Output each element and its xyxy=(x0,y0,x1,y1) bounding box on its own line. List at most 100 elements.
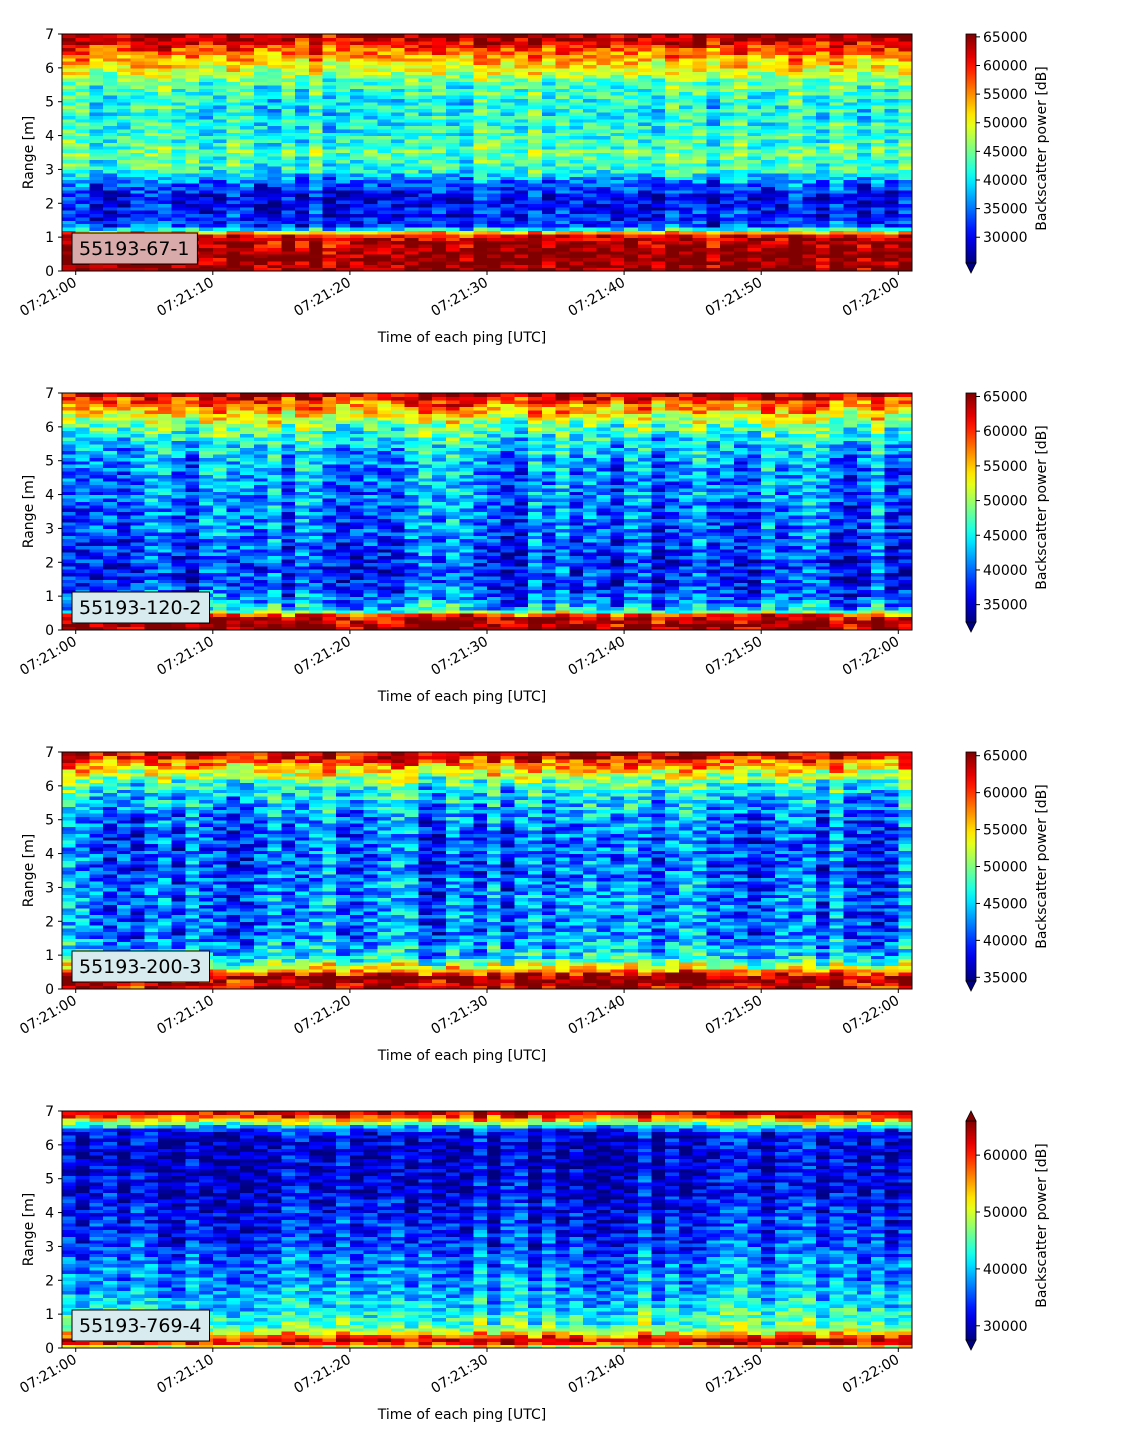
heatmap-cell xyxy=(473,267,488,272)
heatmap-cell xyxy=(157,193,173,198)
heatmap-cell xyxy=(336,203,351,208)
heatmap-cell xyxy=(569,145,584,150)
heatmap-cell xyxy=(349,264,365,269)
heatmap-cell xyxy=(281,84,296,89)
heatmap-cell xyxy=(665,71,680,76)
heatmap-cell xyxy=(624,132,639,137)
heatmap-cell xyxy=(62,71,77,76)
heatmap-cell xyxy=(610,67,625,72)
heatmap-cell xyxy=(89,40,104,45)
heatmap-cell xyxy=(747,108,762,113)
heatmap-cell xyxy=(445,203,461,208)
heatmap-cell xyxy=(171,267,186,272)
heatmap-cell xyxy=(185,81,200,86)
heatmap-cell xyxy=(130,152,145,157)
heatmap-cell xyxy=(62,220,77,225)
heatmap-cell xyxy=(157,108,173,113)
heatmap-cell xyxy=(528,105,543,110)
heatmap-cell xyxy=(720,142,735,147)
heatmap-cell xyxy=(720,243,735,248)
heatmap-cell xyxy=(692,196,707,201)
heatmap-cell xyxy=(349,220,365,225)
heatmap-cell xyxy=(267,189,282,194)
heatmap-cell xyxy=(706,213,721,218)
heatmap-cell xyxy=(116,193,132,198)
heatmap-cell xyxy=(500,61,516,66)
heatmap-cell xyxy=(226,74,241,79)
heatmap-cell xyxy=(336,81,351,86)
heatmap-cell xyxy=(541,247,557,252)
heatmap-cell xyxy=(418,230,433,235)
heatmap-cell xyxy=(418,240,433,245)
heatmap-cell xyxy=(240,213,255,218)
heatmap-cell xyxy=(240,189,255,194)
heatmap-cell xyxy=(103,179,118,184)
heatmap-cell xyxy=(774,257,790,262)
heatmap-cell xyxy=(185,206,200,211)
heatmap-cell xyxy=(720,233,735,238)
heatmap-cell xyxy=(391,142,406,147)
heatmap-cell xyxy=(199,264,214,269)
heatmap-cell xyxy=(665,94,680,99)
heatmap-cell xyxy=(651,98,666,103)
heatmap-cell xyxy=(555,193,570,198)
heatmap-cell xyxy=(75,81,91,86)
heatmap-cell xyxy=(569,132,584,137)
heatmap-cell xyxy=(308,135,324,140)
heatmap-cell xyxy=(75,152,91,157)
heatmap-cell xyxy=(253,179,269,184)
heatmap-cell xyxy=(336,220,351,225)
heatmap-cell xyxy=(157,44,173,49)
heatmap-cell xyxy=(651,108,666,113)
heatmap-cell xyxy=(363,260,378,265)
heatmap-cell xyxy=(569,118,584,123)
heatmap-cell xyxy=(308,226,324,231)
heatmap-cell xyxy=(487,267,502,272)
panel-label: 55193-67-1 xyxy=(79,238,189,260)
heatmap-cell xyxy=(377,206,392,211)
heatmap-cell xyxy=(528,40,543,45)
heatmap-cell xyxy=(212,81,228,86)
heatmap-cell xyxy=(185,50,200,55)
heatmap-cell xyxy=(692,260,707,265)
heatmap-cell xyxy=(89,98,104,103)
heatmap-cell xyxy=(610,71,625,76)
heatmap-cell xyxy=(473,105,488,110)
heatmap-cell xyxy=(459,111,474,116)
heatmap-cell xyxy=(116,393,132,397)
heatmap-cell xyxy=(240,101,255,106)
heatmap-cell xyxy=(226,142,241,147)
heatmap-cell xyxy=(555,176,570,181)
heatmap-cell xyxy=(665,135,680,140)
heatmap-cell xyxy=(322,81,337,86)
heatmap-cell xyxy=(130,166,145,171)
heatmap-cell xyxy=(89,118,104,123)
heatmap-cell xyxy=(75,182,91,187)
heatmap-cell xyxy=(185,155,200,160)
heatmap-cell xyxy=(569,210,584,215)
heatmap-cell xyxy=(391,81,406,86)
heatmap-cell xyxy=(363,223,378,228)
heatmap-cell xyxy=(62,54,77,59)
heatmap-cell xyxy=(541,115,557,120)
heatmap-cell xyxy=(596,176,611,181)
heatmap-cell xyxy=(651,78,666,82)
heatmap-cell xyxy=(720,166,735,171)
heatmap-cell xyxy=(363,254,378,259)
heatmap-cell xyxy=(295,149,310,154)
heatmap-cell xyxy=(322,64,337,69)
heatmap-cell xyxy=(610,267,625,272)
heatmap-cell xyxy=(130,101,145,106)
heatmap-cell xyxy=(89,125,104,130)
heatmap-cell xyxy=(624,78,639,82)
heatmap-cell xyxy=(171,78,186,82)
heatmap-cell xyxy=(253,230,269,235)
heatmap-cell xyxy=(473,67,488,72)
heatmap-cell xyxy=(473,260,488,265)
heatmap-cell xyxy=(637,257,653,262)
heatmap-cell xyxy=(665,67,680,72)
heatmap-cell xyxy=(678,182,694,187)
heatmap-cell xyxy=(432,152,447,157)
heatmap-cell xyxy=(212,226,228,231)
heatmap-cell xyxy=(459,138,474,143)
